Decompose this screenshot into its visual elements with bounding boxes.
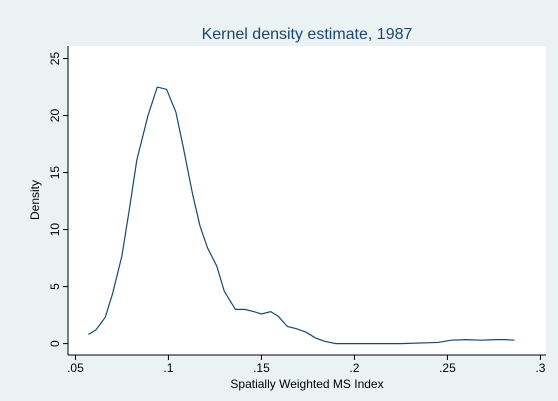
y-tick-label: 20 bbox=[48, 109, 62, 123]
y-tick-label: 25 bbox=[48, 52, 62, 66]
x-tick-label: .05 bbox=[67, 361, 84, 375]
y-axis-label: Density bbox=[28, 180, 42, 220]
x-tick-label: .2 bbox=[349, 361, 359, 375]
y-tick-label: 15 bbox=[48, 166, 62, 180]
x-tick-label: .3 bbox=[535, 361, 545, 375]
plot-area bbox=[68, 46, 546, 355]
y-tick-label: 10 bbox=[48, 223, 62, 237]
y-tick-label: 5 bbox=[48, 283, 62, 290]
density-line bbox=[88, 86, 515, 345]
y-tick-label: 0 bbox=[48, 340, 62, 347]
x-tick-label: .1 bbox=[163, 361, 173, 375]
x-tick-label: .25 bbox=[439, 361, 456, 375]
x-axis-label: Spatially Weighted MS Index bbox=[230, 377, 383, 391]
x-tick-label: .15 bbox=[253, 361, 270, 375]
chart-title: Kernel density estimate, 1987 bbox=[202, 26, 413, 43]
